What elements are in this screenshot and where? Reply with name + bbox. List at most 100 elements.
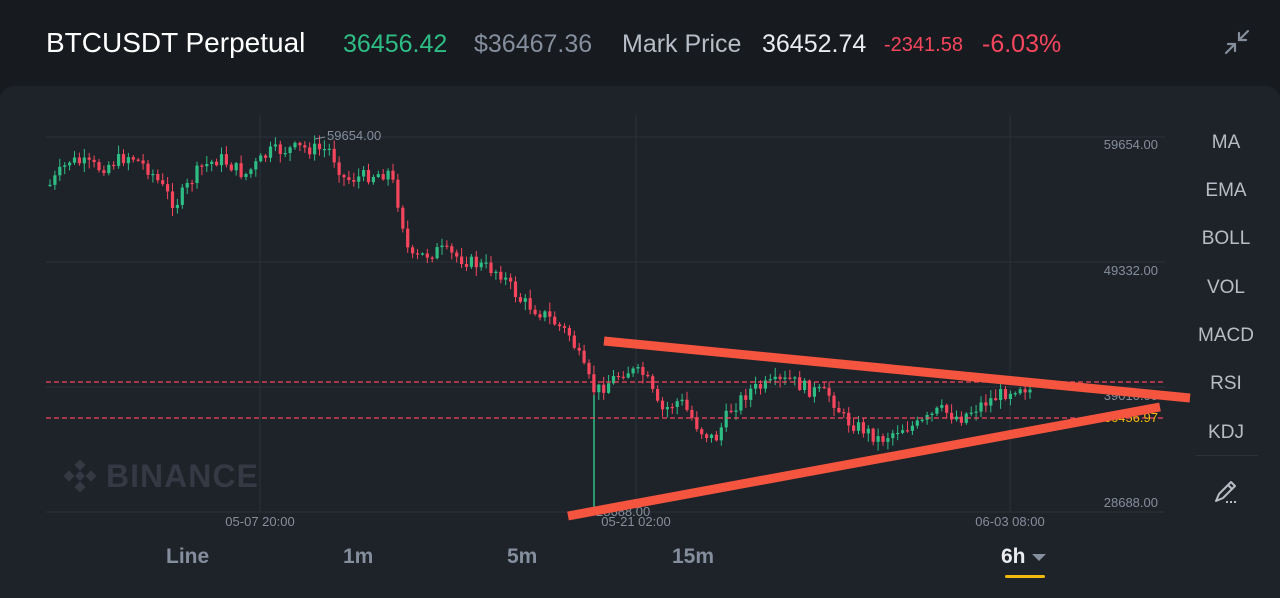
candle-body xyxy=(371,176,375,183)
candle-body xyxy=(925,415,929,420)
candle-body xyxy=(455,252,459,257)
candle-body xyxy=(180,187,184,205)
candle-body xyxy=(391,170,395,180)
candle-body xyxy=(146,163,150,175)
candle-body xyxy=(298,142,302,146)
candle-body xyxy=(871,428,875,442)
candle-body xyxy=(376,174,380,177)
candle-body xyxy=(131,157,135,160)
indicator-vol[interactable]: VOL xyxy=(1206,277,1246,298)
candle-body xyxy=(656,389,660,401)
indicator-rsi[interactable]: RSI xyxy=(1210,373,1242,394)
candle-body xyxy=(469,256,473,267)
candle-body xyxy=(582,350,586,363)
candle-body xyxy=(724,410,728,428)
candle-body xyxy=(381,174,385,180)
candle-body xyxy=(342,175,346,178)
candle-body xyxy=(621,376,625,378)
tf-line[interactable]: Line xyxy=(166,545,210,568)
candle-body xyxy=(905,430,910,432)
symbol-title[interactable]: BTCUSDT Perpetual xyxy=(46,27,306,58)
tf-15m[interactable]: 15m xyxy=(672,545,715,568)
candle-body xyxy=(97,162,101,171)
x-label-1: 05-07 20:00 xyxy=(225,514,294,529)
candle-body xyxy=(58,166,62,176)
candle-body xyxy=(48,184,52,187)
candle-body xyxy=(303,145,307,148)
candle-body xyxy=(411,247,415,254)
indicator-macd[interactable]: MACD xyxy=(1198,325,1254,346)
candle-body xyxy=(548,311,552,317)
candle-body xyxy=(489,262,493,274)
candle-body xyxy=(538,314,542,318)
candle-body xyxy=(102,170,106,174)
candle-body xyxy=(969,412,973,414)
candle-body xyxy=(567,327,571,336)
candle-body xyxy=(1013,393,1017,395)
tf-6h[interactable]: 6h xyxy=(1001,545,1046,569)
candle-body xyxy=(670,407,674,409)
candle-body xyxy=(876,436,880,442)
candle-body xyxy=(935,407,939,414)
candle-body xyxy=(690,409,694,418)
candle-body xyxy=(773,376,777,380)
candle-body xyxy=(161,180,165,185)
indicator-ema[interactable]: EMA xyxy=(1205,180,1247,201)
candle-body xyxy=(92,159,96,163)
mark-price-label: Mark Price xyxy=(622,30,742,58)
candle-body xyxy=(631,368,635,374)
candle-body xyxy=(842,412,846,414)
candle-body xyxy=(234,163,238,171)
candle-body xyxy=(1003,389,1008,400)
candle-body xyxy=(896,432,900,435)
candle-body xyxy=(597,384,601,393)
candle-body xyxy=(317,143,322,150)
candle-body xyxy=(170,191,175,209)
indicator-kdj[interactable]: KDJ xyxy=(1208,422,1244,443)
candle-body xyxy=(646,374,650,377)
price-change-percent: -6.03% xyxy=(982,30,1062,58)
candle-body xyxy=(484,262,488,264)
x-label-3: 06-03 08:00 xyxy=(975,514,1044,529)
indicator-ma[interactable]: MA xyxy=(1211,132,1241,153)
candle-body xyxy=(602,384,606,393)
price-change: -2341.58 xyxy=(884,34,963,56)
candle-body xyxy=(837,407,841,413)
candle-body xyxy=(739,395,743,411)
indicator-boll[interactable]: BOLL xyxy=(1201,228,1251,249)
candle-body xyxy=(754,383,758,389)
candle-body xyxy=(136,159,140,161)
candle-body xyxy=(435,247,439,259)
candle-body xyxy=(249,169,253,174)
tf-5m[interactable]: 5m xyxy=(507,545,538,568)
candle-body xyxy=(680,399,684,402)
candle-body xyxy=(229,164,233,171)
candle-body xyxy=(210,161,214,164)
candle-body xyxy=(1008,393,1012,400)
candle-body xyxy=(513,281,518,298)
candle-body xyxy=(832,395,836,408)
candle-body xyxy=(920,419,924,421)
candle-body xyxy=(749,388,753,400)
candle-body xyxy=(675,401,679,408)
candle-body xyxy=(768,379,772,381)
active-timeframe-indicator xyxy=(1005,575,1045,578)
candle-body xyxy=(763,380,767,389)
candle-body xyxy=(930,413,934,416)
triangle-upper-line xyxy=(603,336,1191,403)
candle-body xyxy=(714,434,718,441)
candle-body xyxy=(195,165,199,184)
candle-body xyxy=(494,271,498,274)
candle-body xyxy=(1018,389,1022,394)
tf-1m[interactable]: 1m xyxy=(343,545,374,568)
candle-body xyxy=(504,277,508,280)
collapse-arrows-icon[interactable] xyxy=(1222,27,1252,57)
candle-body xyxy=(783,377,787,379)
candle-body xyxy=(293,142,297,148)
candle-body xyxy=(866,428,870,434)
candle-body xyxy=(562,326,567,328)
y-label-bottom: 28688.00 xyxy=(1104,495,1158,510)
pencil-draw-icon[interactable] xyxy=(1210,475,1242,507)
candle-body xyxy=(705,434,709,438)
